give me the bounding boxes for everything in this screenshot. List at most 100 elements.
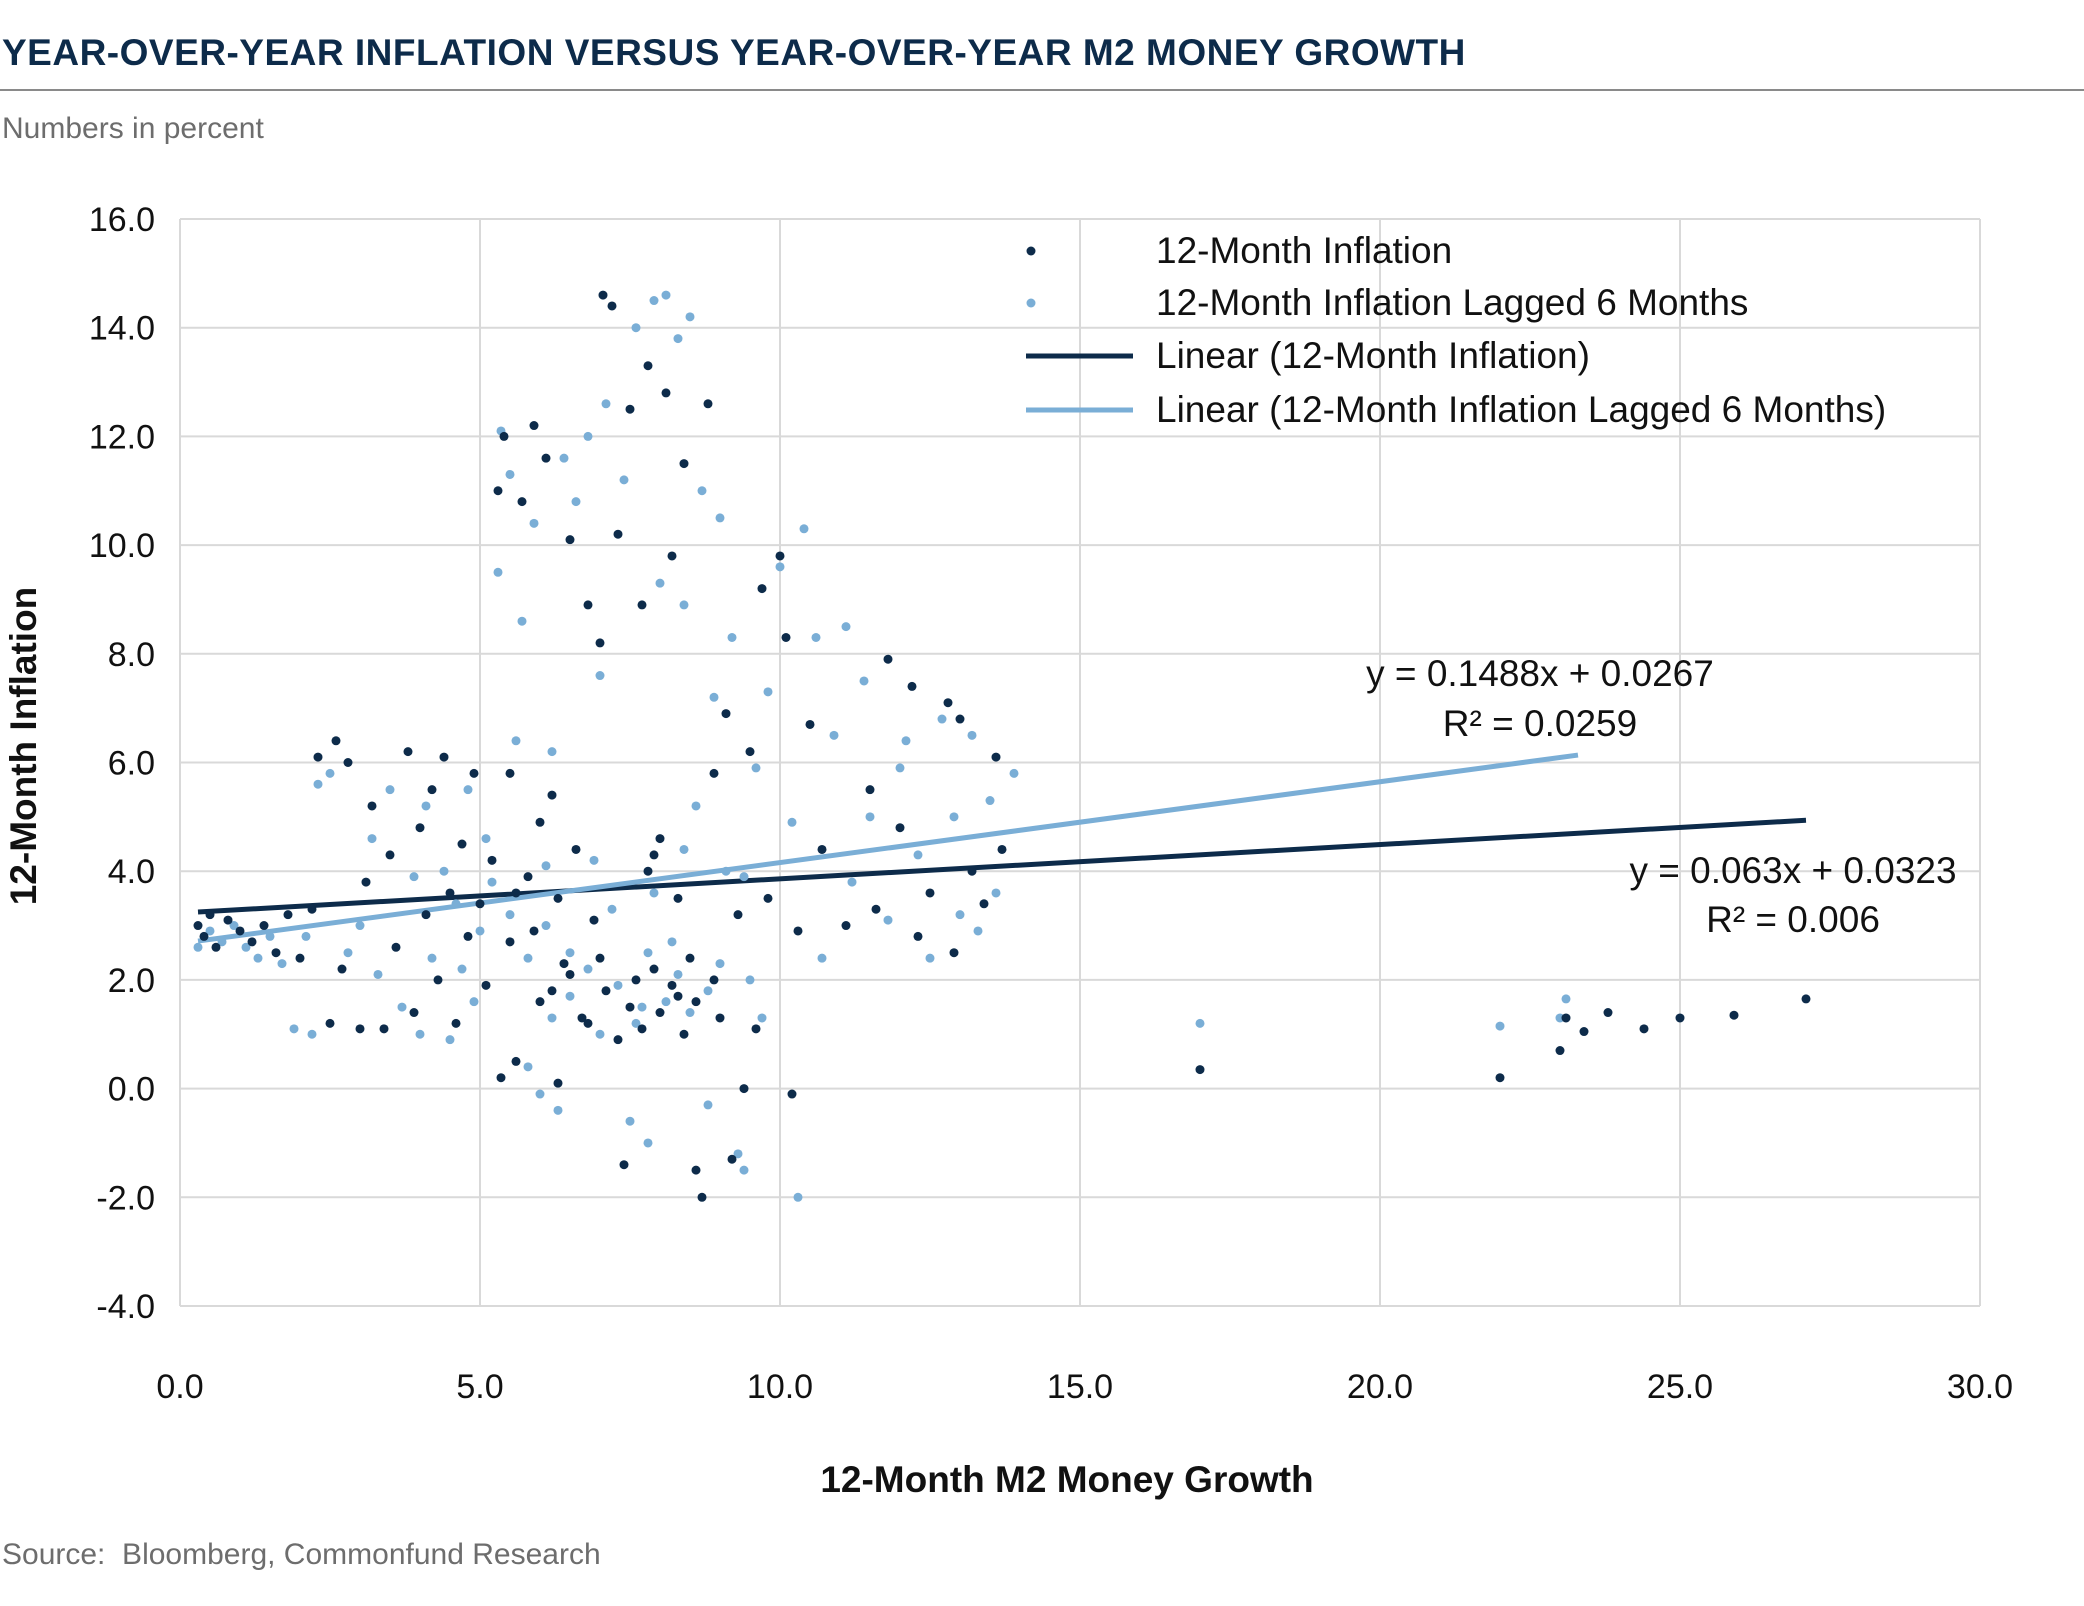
point-lagged xyxy=(289,1024,299,1034)
legend: 12-Month Inflation 12-Month Inflation La… xyxy=(1026,230,1886,430)
point-lagged xyxy=(613,980,623,990)
point-lagged xyxy=(409,872,419,882)
point-lagged xyxy=(193,942,203,952)
point-inflation xyxy=(547,986,557,996)
point-inflation xyxy=(589,915,599,925)
point-inflation xyxy=(535,997,545,1007)
point-lagged xyxy=(589,855,599,865)
point-inflation xyxy=(673,991,683,1001)
point-inflation xyxy=(943,698,953,708)
point-lagged xyxy=(655,578,665,588)
y-tick-label: 8.0 xyxy=(108,636,155,674)
point-inflation xyxy=(631,975,641,985)
y-tick-labels: 16.0 14.0 12.0 10.0 8.0 6.0 4.0 2.0 0.0 -2.0 -4.0 xyxy=(89,201,155,1326)
point-inflation xyxy=(733,910,743,920)
point-lagged xyxy=(955,910,965,920)
point-lagged xyxy=(439,866,449,876)
point-lagged xyxy=(649,296,659,306)
point-inflation xyxy=(487,855,497,865)
point-inflation xyxy=(205,910,215,920)
legend-label-linear-lagged: Linear (12-Month Inflation Lagged 6 Mont… xyxy=(1156,389,1886,430)
point-lagged xyxy=(937,714,947,724)
point-lagged xyxy=(775,562,785,572)
point-inflation xyxy=(715,1013,725,1023)
point-inflation xyxy=(781,632,791,642)
x-tick-label: 5.0 xyxy=(456,1368,503,1406)
point-inflation xyxy=(1639,1024,1649,1034)
point-lagged xyxy=(661,997,671,1007)
point-inflation xyxy=(679,459,689,469)
point-inflation xyxy=(235,926,245,936)
point-lagged xyxy=(739,872,749,882)
point-lagged xyxy=(583,431,593,441)
point-inflation xyxy=(211,942,221,952)
point-lagged xyxy=(367,834,377,844)
point-lagged xyxy=(649,888,659,898)
legend-label-lagged: 12-Month Inflation Lagged 6 Months xyxy=(1156,282,1748,323)
point-lagged xyxy=(703,1100,713,1110)
point-inflation xyxy=(547,790,557,800)
point-inflation xyxy=(451,1018,461,1028)
point-lagged xyxy=(607,904,617,914)
y-tick-label: 16.0 xyxy=(89,201,155,239)
point-inflation xyxy=(643,361,653,371)
point-inflation xyxy=(325,1018,335,1028)
point-lagged xyxy=(1561,994,1571,1004)
point-inflation xyxy=(751,1024,761,1034)
point-lagged xyxy=(721,866,731,876)
point-inflation xyxy=(673,893,683,903)
point-lagged xyxy=(817,953,827,963)
point-inflation xyxy=(541,453,551,463)
y-tick-label: 4.0 xyxy=(108,853,155,891)
point-lagged xyxy=(451,899,461,909)
point-inflation xyxy=(337,964,347,974)
r2-lagged: R² = 0.0259 xyxy=(1443,703,1637,744)
point-lagged xyxy=(727,632,737,642)
point-inflation xyxy=(625,404,635,414)
point-inflation xyxy=(643,866,653,876)
point-inflation xyxy=(667,980,677,990)
point-inflation xyxy=(1801,994,1811,1004)
point-lagged xyxy=(463,785,473,795)
point-inflation xyxy=(613,1035,623,1045)
point-lagged xyxy=(811,632,821,642)
point-lagged xyxy=(829,730,839,740)
point-lagged xyxy=(355,921,365,931)
point-lagged xyxy=(631,323,641,333)
point-inflation xyxy=(721,709,731,719)
point-inflation xyxy=(691,1165,701,1175)
point-inflation xyxy=(967,866,977,876)
point-inflation xyxy=(565,535,575,545)
point-lagged xyxy=(313,779,323,789)
point-inflation xyxy=(529,421,539,431)
point-inflation xyxy=(421,910,431,920)
point-lagged xyxy=(523,1062,533,1072)
point-inflation xyxy=(1579,1027,1589,1037)
point-lagged xyxy=(733,1149,743,1159)
y-tick-label: 2.0 xyxy=(108,962,155,1000)
point-inflation xyxy=(583,1018,593,1028)
point-inflation xyxy=(907,681,917,691)
point-lagged xyxy=(691,801,701,811)
point-inflation xyxy=(313,752,323,762)
y-tick-label: -4.0 xyxy=(96,1288,155,1326)
point-inflation xyxy=(385,850,395,860)
point-inflation xyxy=(1495,1073,1505,1083)
point-lagged xyxy=(487,877,497,887)
y-tick-label: 10.0 xyxy=(89,527,155,565)
point-inflation xyxy=(367,801,377,811)
point-lagged xyxy=(973,926,983,936)
point-inflation xyxy=(955,714,965,724)
point-lagged xyxy=(883,915,893,925)
gridlines xyxy=(179,218,1981,1307)
point-inflation xyxy=(307,904,317,914)
point-lagged xyxy=(265,931,275,941)
point-lagged xyxy=(1495,1021,1505,1031)
point-lagged xyxy=(787,817,797,827)
point-lagged xyxy=(445,1035,455,1045)
point-lagged xyxy=(385,785,395,795)
point-inflation xyxy=(1555,1046,1565,1056)
point-lagged xyxy=(667,937,677,947)
point-inflation xyxy=(757,584,767,594)
point-inflation xyxy=(685,953,695,963)
